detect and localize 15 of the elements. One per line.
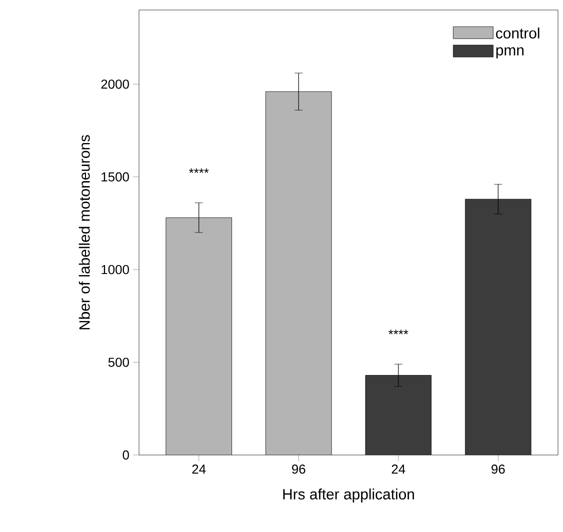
y-tick-label: 0 [122,450,129,460]
annotation: **** [388,330,408,334]
x-tick-label: 96 [292,464,306,474]
y-tick-label: 2000 [101,80,129,89]
legend-label: control [496,28,540,38]
x-tick-label: 24 [192,464,206,474]
y-tick-label: 1000 [102,264,129,274]
legend-label: pmn [496,47,524,58]
y-tick-label: 1500 [102,172,129,182]
y-axis-title: Nber of labelled motoneurons [78,135,90,330]
x-tick-label: 96 [492,464,505,474]
x-axis-title: Hrs after application [283,488,414,502]
annotation: **** [188,168,209,173]
x-tick-label: 24 [392,464,406,474]
y-tick-label: 500 [108,358,129,367]
